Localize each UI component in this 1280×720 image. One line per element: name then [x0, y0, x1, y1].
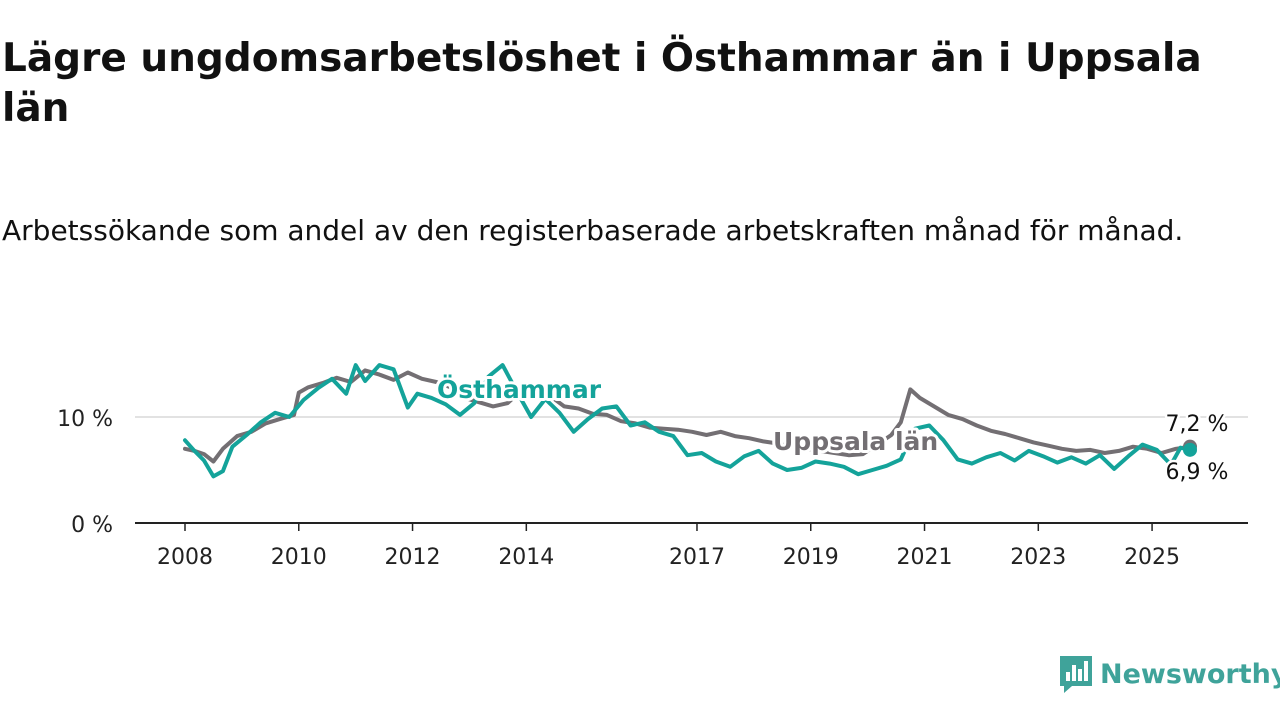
x-tick-label: 2012 — [385, 545, 441, 570]
x-tick-label: 2010 — [271, 545, 327, 570]
x-tick-label: 2008 — [157, 545, 213, 570]
end-point-osthammar — [1183, 442, 1197, 457]
series-label-osthammar: Östhammar — [437, 374, 602, 404]
x-tick-label: 2019 — [783, 545, 839, 570]
end-value-label-uppsala: 7,2 % — [1166, 412, 1229, 437]
series-label-uppsala: Uppsala län — [773, 427, 938, 456]
y-tick-label: 0 % — [71, 513, 113, 538]
chart-subtitle: Arbetssökande som andel av den registerb… — [2, 214, 1184, 247]
y-tick-label: 10 % — [57, 407, 113, 432]
x-tick-label: 2014 — [498, 545, 554, 570]
chart-title: Lägre ungdomsarbetslöshet i Östhammar än… — [2, 36, 1202, 131]
x-tick-label: 2023 — [1010, 545, 1066, 570]
brand-name: Newsworthy — [1100, 658, 1280, 690]
newsworthy-logo: Newsworthy — [1058, 654, 1280, 694]
x-tick-label: 2021 — [897, 545, 953, 570]
x-tick-label: 2025 — [1124, 545, 1180, 570]
end-value-label-osthammar: 6,9 % — [1166, 460, 1229, 485]
series-line-osthammar — [183, 363, 1192, 479]
newsworthy-bar-chart-icon — [1060, 656, 1092, 693]
x-tick-label: 2017 — [669, 545, 725, 570]
